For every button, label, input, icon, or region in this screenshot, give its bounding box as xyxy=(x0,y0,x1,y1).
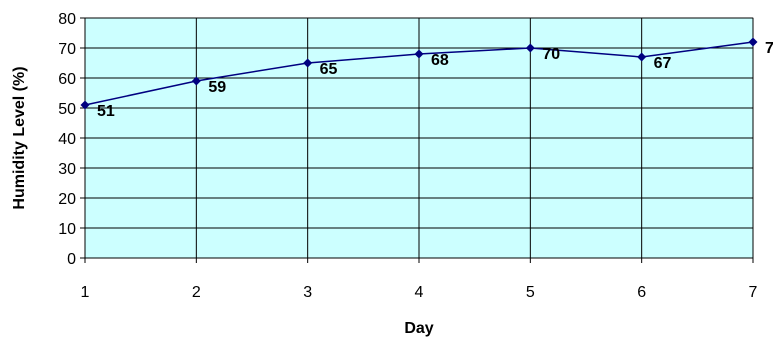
data-point xyxy=(303,58,313,68)
y-tick-label: 30 xyxy=(58,161,76,178)
x-axis-title: Day xyxy=(404,320,433,337)
x-tick-label: 1 xyxy=(81,284,90,301)
x-tick-label: 6 xyxy=(637,284,646,301)
x-tick-label: 7 xyxy=(749,284,758,301)
y-tick-label: 70 xyxy=(58,41,76,58)
data-label: 59 xyxy=(208,79,226,96)
gridlines xyxy=(85,17,754,258)
data-label: 67 xyxy=(654,55,672,72)
data-label: 72 xyxy=(765,40,773,57)
data-label: 68 xyxy=(431,52,449,69)
y-tick-label: 60 xyxy=(58,71,76,88)
data-point xyxy=(748,37,758,47)
data-point xyxy=(637,52,647,62)
y-tick-label: 50 xyxy=(58,101,76,118)
x-tick-label: 5 xyxy=(526,284,535,301)
x-axis-ticks: 1 2 3 4 5 6 7 xyxy=(81,258,758,301)
data-labels: 51 59 65 68 70 67 72 xyxy=(97,40,773,120)
y-tick-label: 40 xyxy=(58,131,76,148)
x-tick-label: 4 xyxy=(415,284,424,301)
data-point xyxy=(191,76,201,86)
y-tick-label: 0 xyxy=(67,251,76,268)
y-tick-label: 10 xyxy=(58,221,76,238)
y-axis-title: Humidity Level (%) xyxy=(11,66,28,209)
data-label: 65 xyxy=(320,61,338,78)
x-tick-label: 3 xyxy=(303,284,312,301)
y-tick-label: 80 xyxy=(58,11,76,28)
data-label: 51 xyxy=(97,103,115,120)
y-axis-ticks: 0 10 20 30 40 50 60 70 80 xyxy=(58,11,85,268)
data-point xyxy=(414,49,424,59)
data-label: 70 xyxy=(542,46,560,63)
data-point xyxy=(80,100,90,110)
x-tick-label: 2 xyxy=(192,284,201,301)
y-tick-label: 20 xyxy=(58,191,76,208)
data-points xyxy=(80,37,758,110)
data-point xyxy=(525,43,535,53)
